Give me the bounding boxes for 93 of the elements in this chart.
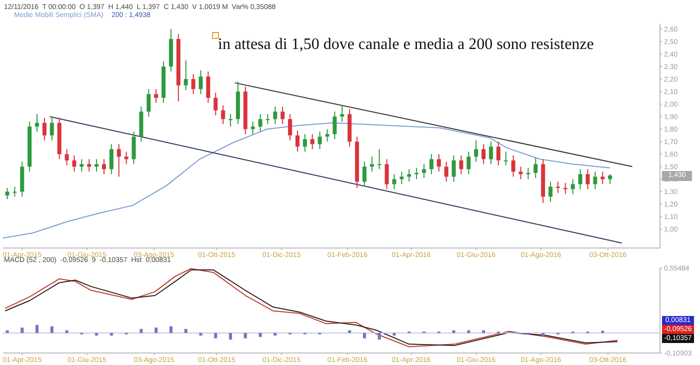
candlestick [482, 144, 486, 165]
candlestick [266, 114, 270, 125]
bar [169, 326, 172, 333]
bar [140, 328, 143, 333]
candlestick [332, 111, 337, 140]
bar [154, 328, 158, 333]
candlestick [407, 168, 412, 182]
candlestick [94, 158, 99, 172]
candlestick [459, 154, 464, 175]
annotation: in attesa di 1,50 dove canale e media a 200 sono resistenze [218, 36, 594, 54]
candlestick [340, 104, 344, 122]
candlestick [80, 158, 84, 172]
bar [184, 328, 188, 333]
candlestick [392, 174, 396, 190]
candlestick [214, 92, 218, 116]
bar [348, 330, 352, 333]
bar [274, 332, 277, 336]
candlestick [295, 130, 300, 152]
candlestick [570, 178, 575, 195]
candlestick [35, 114, 40, 132]
candlestick [109, 144, 114, 175]
candlestick [586, 168, 590, 190]
bar [467, 330, 470, 333]
bar [65, 330, 68, 333]
candlestick [116, 144, 121, 178]
candlestick [474, 140, 478, 162]
candlestick [548, 181, 552, 202]
candlestick [377, 148, 382, 170]
candlestick [593, 171, 598, 190]
candlestick [288, 114, 292, 141]
candlestick [504, 151, 508, 166]
bar [258, 332, 262, 337]
bar [229, 332, 232, 340]
bar [244, 332, 247, 338]
bar [392, 332, 396, 336]
candlestick [184, 60, 188, 91]
bar [452, 330, 456, 333]
candlestick [318, 131, 322, 150]
candlestick [444, 161, 448, 182]
candlestick [273, 106, 278, 125]
candlestick [578, 168, 582, 190]
candlestick [422, 164, 426, 178]
candlestick [452, 154, 456, 182]
bar [95, 332, 98, 336]
candlestick [362, 161, 366, 188]
candlestick [42, 117, 46, 141]
candlestick [221, 104, 226, 125]
bar [214, 332, 218, 338]
candlestick [436, 154, 441, 172]
candlestick [608, 174, 612, 185]
bar [36, 324, 39, 333]
candlestick [400, 171, 404, 185]
candlestick [258, 114, 262, 132]
candlestick [154, 88, 158, 104]
bar [6, 330, 9, 333]
candlestick [206, 71, 210, 104]
candlestick [302, 134, 307, 152]
candlestick [488, 141, 493, 165]
candlestick [102, 158, 106, 175]
candlestick [198, 70, 203, 95]
candlestick [466, 151, 471, 175]
bar [362, 332, 366, 338]
bar [542, 332, 545, 336]
candlestick [191, 74, 196, 95]
candlestick [132, 131, 136, 165]
candlestick [250, 121, 255, 135]
bar [482, 330, 486, 333]
bar [50, 326, 54, 333]
bar [110, 332, 113, 336]
candlestick [310, 134, 314, 150]
candlestick [325, 128, 330, 142]
candlestick [5, 187, 10, 200]
candlestick [12, 186, 17, 198]
candlestick [87, 158, 92, 172]
bar [378, 332, 381, 340]
candlestick [556, 181, 560, 194]
candlestick [534, 157, 538, 178]
candlestick [146, 88, 151, 118]
candlestick [429, 154, 434, 175]
bar [199, 332, 202, 336]
candlestick [124, 151, 128, 165]
candlestick [50, 116, 54, 141]
candlestick [518, 166, 523, 180]
candlestick [370, 156, 374, 172]
candlestick [72, 154, 76, 172]
candlestick [384, 158, 389, 190]
candlestick [280, 106, 285, 125]
bar [20, 328, 24, 333]
candlestick [228, 114, 233, 128]
candlestick [496, 141, 500, 166]
candlestick [600, 171, 605, 185]
candlestick [64, 148, 69, 166]
candlestick [511, 154, 516, 178]
